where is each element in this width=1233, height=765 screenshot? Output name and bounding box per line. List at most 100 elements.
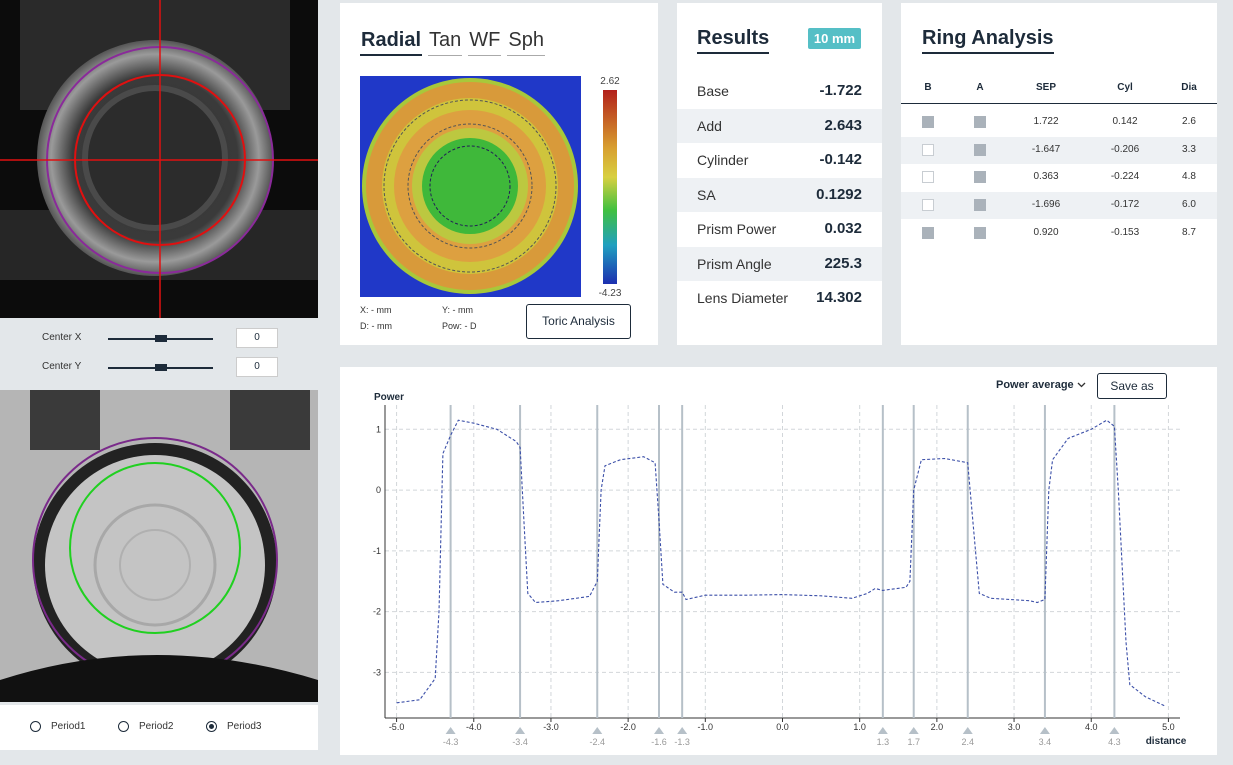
ring-value: -1.647 xyxy=(1031,143,1061,155)
column-header: Cyl xyxy=(1117,82,1133,93)
result-row: Prism Angle 225.3 xyxy=(677,246,882,281)
ring-row: 0.920 -0.153 8.7 xyxy=(901,220,1217,247)
y-axis-label: Power xyxy=(374,392,404,403)
mode-dropdown[interactable]: Power average xyxy=(996,379,1086,391)
ring-marker-handle[interactable] xyxy=(962,727,973,734)
camera-bottom xyxy=(0,390,318,702)
ring-value: 4.8 xyxy=(1182,171,1196,183)
x-tick-label: 1.0 xyxy=(853,722,866,732)
column-header: B xyxy=(924,82,932,93)
ring-marker-label: 1.7 xyxy=(907,737,920,747)
ring-value: -0.172 xyxy=(1110,199,1140,211)
result-label: SA xyxy=(697,186,716,203)
checkbox[interactable] xyxy=(922,226,934,239)
results-panel: Results 10 mm Base -1.722 Add 2.643 Cylinder… xyxy=(677,3,882,345)
control-label: Center X xyxy=(42,332,82,343)
ring-value: -0.153 xyxy=(1110,226,1140,238)
power-chart: 1 0 -1 -2 -3 -5.0 -4.0 -3.0 -2.0 -1.0 0.0 1.0 2.0 3.0… xyxy=(373,392,1187,747)
checkbox[interactable] xyxy=(922,199,934,212)
ring-value: 6.0 xyxy=(1182,199,1196,211)
ring-analysis-title: Ring Analysis xyxy=(922,27,1054,54)
control-input[interactable]: 0 xyxy=(236,357,278,377)
checkbox[interactable] xyxy=(922,143,934,156)
control-input[interactable]: 0 xyxy=(236,328,278,348)
radio-button[interactable] xyxy=(30,721,41,732)
ring-marker-handle[interactable] xyxy=(592,727,603,734)
x-tick-label: 5.0 xyxy=(1162,722,1175,732)
ring-value: 2.6 xyxy=(1182,116,1196,127)
x-tick-label: 0.0 xyxy=(776,722,789,732)
x-tick-label: -1.0 xyxy=(698,722,714,732)
slider-knob[interactable] xyxy=(155,364,167,371)
checkbox[interactable] xyxy=(974,143,986,156)
result-row: Prism Power 0.032 xyxy=(677,212,882,247)
x-tick-label: 3.0 xyxy=(1008,722,1021,732)
column-header: Dia xyxy=(1181,82,1197,93)
result-label: Base xyxy=(697,83,729,99)
x-axis-label: distance xyxy=(1146,736,1187,747)
toric-analysis-button[interactable]: Toric Analysis xyxy=(526,304,631,339)
ring-row: -1.696 -0.172 6.0 xyxy=(901,192,1217,220)
save-as-button[interactable]: Save as xyxy=(1097,373,1167,399)
ring-marker-handle[interactable] xyxy=(445,727,456,734)
radio-dot[interactable] xyxy=(209,724,214,729)
map-panel: Radial Tan WF Sph 2.62 -4.23 X: - mm Y: - m… xyxy=(340,3,658,345)
radio-button[interactable] xyxy=(206,721,217,732)
slider-knob[interactable] xyxy=(155,335,167,342)
x-tick-label: -5.0 xyxy=(389,722,405,732)
ring-analysis-panel: Ring Analysis B A SEP Cyl Dia 1.722 0.142 2.6 -1… xyxy=(901,3,1217,345)
ring-row: 1.722 0.142 2.6 xyxy=(901,109,1217,136)
checkbox[interactable] xyxy=(974,116,986,128)
camera-top xyxy=(0,0,318,318)
ring-value: 0.363 xyxy=(1033,171,1059,183)
ring-value: 1.722 xyxy=(1033,116,1059,127)
checkbox[interactable] xyxy=(922,116,934,128)
ring-marker-handle[interactable] xyxy=(1039,727,1050,734)
x-tick-label: -3.0 xyxy=(543,722,559,732)
ring-marker-handle[interactable] xyxy=(1109,727,1120,734)
ring-marker-handle[interactable] xyxy=(877,727,888,734)
result-row: Cylinder -0.142 xyxy=(677,143,882,178)
center-controls: Center X 0 Center Y 0 xyxy=(0,322,318,382)
radio-label[interactable]: Period1 xyxy=(51,721,86,732)
mode-label[interactable]: Power average xyxy=(996,379,1074,391)
results-title: Results xyxy=(697,27,770,54)
dropdown-caret xyxy=(1077,382,1086,388)
ring-value: -0.206 xyxy=(1110,143,1140,155)
result-row: Base -1.722 xyxy=(677,74,882,109)
result-label: Prism Angle xyxy=(697,255,772,272)
ring-marker-label: -3.4 xyxy=(512,737,528,747)
ring-marker-label: 1.3 xyxy=(877,737,890,747)
result-value: 225.3 xyxy=(824,254,862,272)
map-tabs: Radial Tan WF Sph xyxy=(360,29,545,56)
map-tab[interactable]: Sph xyxy=(507,29,545,56)
ring-value: 0.142 xyxy=(1112,116,1138,127)
radio-button[interactable] xyxy=(118,721,129,732)
ring-marker-handle[interactable] xyxy=(515,727,526,734)
checkbox[interactable] xyxy=(922,171,934,184)
map-tab[interactable]: Radial xyxy=(360,29,423,56)
diameter-badge[interactable]: 10 mm xyxy=(808,28,861,49)
result-value: 0.1292 xyxy=(816,185,862,203)
x-tick-label: 2.0 xyxy=(931,722,944,732)
readout-pow: Pow: - D xyxy=(442,321,477,331)
checkbox[interactable] xyxy=(974,199,986,212)
checkbox[interactable] xyxy=(974,171,986,184)
radio-label[interactable]: Period2 xyxy=(139,721,174,732)
result-label: Add xyxy=(697,117,722,134)
scale-min: -4.23 xyxy=(599,288,622,299)
ring-marker-handle[interactable] xyxy=(908,727,919,734)
control-label: Center Y xyxy=(42,361,82,372)
x-tick-label: -2.0 xyxy=(620,722,636,732)
period-selector: Period1 Period2 Period3 xyxy=(0,705,318,750)
radio-label[interactable]: Period3 xyxy=(227,721,262,732)
map-tab[interactable]: WF xyxy=(468,29,502,56)
map-tab[interactable]: Tan xyxy=(428,29,463,56)
power-line xyxy=(396,419,1165,707)
result-value: 14.302 xyxy=(816,289,862,306)
checkbox[interactable] xyxy=(974,226,986,239)
ring-marker-handle[interactable] xyxy=(654,727,665,734)
ring-marker-handle[interactable] xyxy=(677,727,688,734)
ring-value: -0.224 xyxy=(1110,171,1140,183)
